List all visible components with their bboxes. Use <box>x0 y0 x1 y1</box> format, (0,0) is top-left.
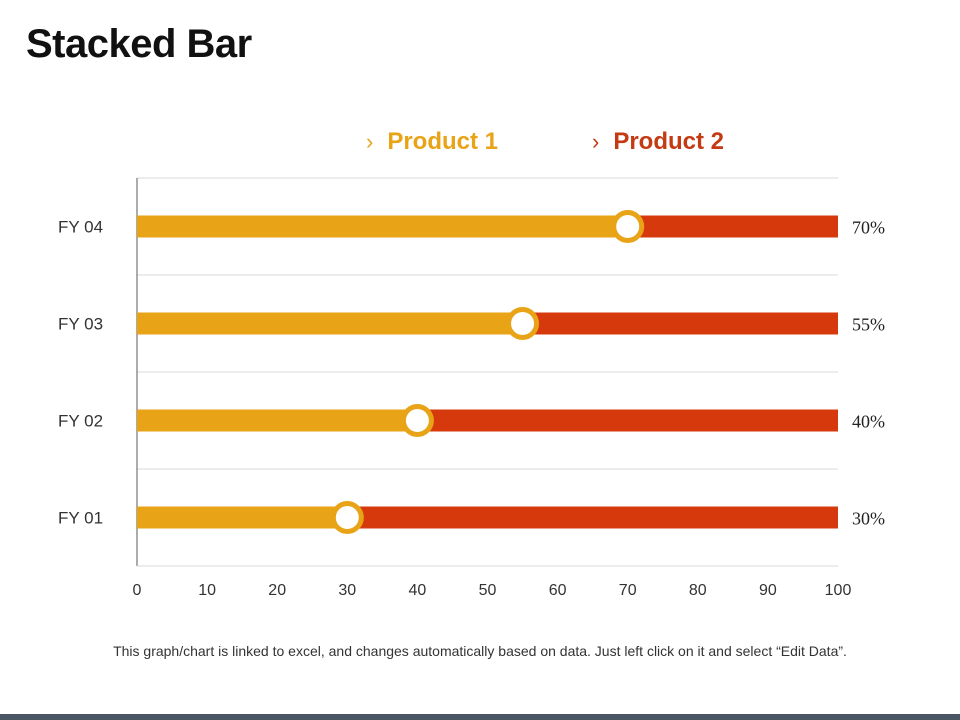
data-label: 55% <box>852 315 885 335</box>
x-tick-label: 40 <box>409 582 427 599</box>
page-title: Stacked Bar <box>26 22 252 66</box>
x-tick-label: 90 <box>759 582 777 599</box>
legend-item-product-2[interactable]: › Product 2 <box>592 128 724 156</box>
x-tick-label: 0 <box>133 582 142 599</box>
y-category-label: FY 01 <box>58 509 103 528</box>
x-tick-label: 30 <box>338 582 356 599</box>
bottom-divider-bar <box>0 714 960 720</box>
y-category-label: FY 04 <box>58 218 103 237</box>
x-tick-label: 20 <box>268 582 286 599</box>
chart-legend: › Product 1 › Product 2 <box>0 128 960 162</box>
bar-segment-product-1 <box>137 215 628 238</box>
bar-marker-circle <box>506 307 540 340</box>
bar-segment-product-1 <box>137 312 523 335</box>
y-category-label: FY 02 <box>58 412 103 431</box>
y-category-label: FY 03 <box>58 315 103 334</box>
x-tick-label: 70 <box>619 582 637 599</box>
legend-label-product-2: Product 2 <box>613 128 725 155</box>
bar-marker-circle <box>611 210 645 243</box>
bar-marker-circle <box>330 501 364 534</box>
x-tick-label: 100 <box>825 582 852 599</box>
x-tick-label: 80 <box>689 582 707 599</box>
x-tick-label: 60 <box>549 582 567 599</box>
bar-segment-product-2 <box>347 506 838 529</box>
chevron-right-icon: › <box>592 129 600 154</box>
x-tick-label: 10 <box>198 582 216 599</box>
x-tick-label: 50 <box>479 582 497 599</box>
legend-item-product-1[interactable]: › Product 1 <box>366 128 498 156</box>
data-label: 40% <box>852 412 885 432</box>
bar-segment-product-2 <box>417 409 838 432</box>
bar-segment-product-1 <box>137 506 348 529</box>
legend-label-product-1: Product 1 <box>387 128 499 155</box>
chevron-right-icon: › <box>366 129 374 154</box>
data-label: 30% <box>852 509 885 529</box>
data-label: 70% <box>852 218 885 238</box>
bar-segment-product-1 <box>137 409 418 432</box>
footnote: This graph/chart is linked to excel, and… <box>113 643 847 659</box>
bar-segment-product-2 <box>522 312 838 335</box>
bar-segment-product-2 <box>627 215 838 238</box>
bar-marker-circle <box>400 404 434 437</box>
